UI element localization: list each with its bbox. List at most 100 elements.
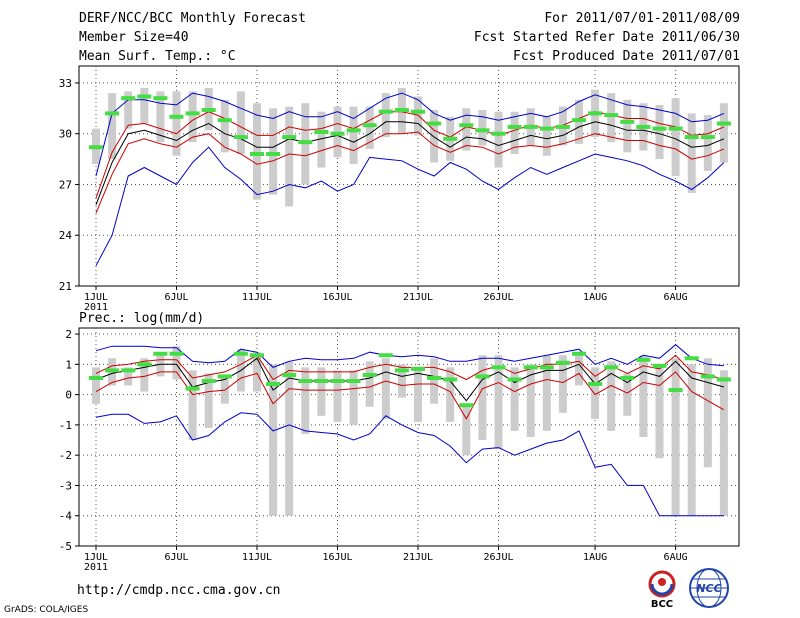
temp-marker (459, 123, 474, 128)
precip-marker (330, 378, 345, 383)
precip-box (607, 361, 616, 431)
precip-marker (539, 365, 554, 370)
temp-marker (153, 96, 168, 101)
precip-marker (427, 375, 442, 380)
precip-marker (475, 374, 490, 379)
precip-box (703, 358, 712, 468)
bcc-logo-text: BCC (651, 599, 673, 609)
temp-box (510, 111, 519, 154)
precip-xtick-label: 6AUG (664, 552, 688, 563)
precip-marker (233, 351, 248, 356)
temp-box (687, 113, 696, 193)
temp-box (478, 110, 487, 146)
precip-marker (217, 374, 232, 379)
precip-marker (652, 363, 667, 368)
precip-xtick-label: 1JUL (84, 552, 108, 563)
temp-marker (266, 152, 281, 156)
precip-marker (137, 362, 152, 367)
temp-marker (443, 136, 458, 141)
temp-marker (668, 126, 683, 131)
temp-ytick-label: 27 (59, 178, 72, 191)
precip-marker (266, 382, 281, 387)
precip-box (365, 361, 374, 407)
header-member-size: Member Size=40 (79, 30, 189, 45)
precip-box (253, 352, 261, 392)
temp-marker (427, 121, 442, 126)
temp-xtick-label: 6JUL (164, 292, 188, 303)
temp-xtick-label: 16JUL (322, 292, 352, 303)
temp-ytick-label: 21 (59, 280, 72, 293)
precip-box (269, 364, 278, 516)
precip-box (719, 370, 728, 516)
temp-box (269, 108, 278, 195)
temp-marker (330, 131, 345, 136)
precip-marker (507, 377, 522, 382)
temp-box (236, 91, 245, 154)
temp-box (607, 93, 616, 143)
temp-marker (233, 135, 248, 140)
temp-marker (185, 111, 200, 116)
temp-marker (684, 135, 699, 140)
precip-box (494, 355, 503, 450)
precip-xtick-year: 2011 (84, 562, 108, 573)
temp-box (462, 108, 471, 151)
precip-marker (700, 374, 715, 379)
precip-marker (523, 365, 538, 370)
temp-xtick-label: 26JUL (483, 292, 513, 303)
precip-box (478, 355, 487, 441)
precip-marker (169, 351, 184, 356)
temp-box (671, 98, 680, 176)
temp-marker (716, 121, 731, 126)
precip-marker (250, 353, 264, 358)
temp-marker (394, 108, 409, 112)
temp-box (349, 106, 358, 165)
temp-xtick-label: 11JUL (242, 292, 272, 303)
temp-marker (604, 113, 619, 118)
temp-box (156, 91, 165, 143)
temp-marker (491, 131, 506, 136)
precip-marker (572, 351, 586, 356)
temp-box (172, 91, 181, 156)
precip-box (317, 367, 326, 416)
precip-box (639, 355, 648, 437)
precip-frame (78, 327, 740, 547)
precip-ytick-label: 2 (65, 328, 72, 341)
precip-marker (555, 360, 570, 365)
temp-box (414, 96, 422, 136)
source-url[interactable]: http://cmdp.ncc.cma.gov.cn (77, 583, 281, 598)
precip-xtick-label: 21JUL (403, 552, 433, 563)
precip-series-mean (95, 357, 725, 402)
precip-box (687, 364, 696, 516)
temp-marker (121, 96, 136, 101)
precip-marker (411, 366, 425, 371)
temp-marker (588, 111, 603, 116)
temp-frame (78, 65, 740, 287)
temp-marker (201, 108, 216, 112)
temp-series-lower (95, 131, 725, 214)
precip-box (575, 352, 583, 386)
temp-marker (298, 140, 313, 145)
ncc-logo-text: NCC (696, 582, 721, 595)
temp-marker (572, 118, 586, 123)
temp-series-mean (95, 121, 725, 205)
precip-marker (89, 375, 103, 380)
precip-marker (362, 372, 377, 377)
precip-ytick-label: 0 (65, 389, 72, 402)
bcc-logo: BCC (640, 567, 684, 609)
precip-marker (588, 382, 603, 387)
header-produced-date: Fcst Produced Date 2011/07/01 (513, 49, 740, 64)
precip-box (591, 367, 600, 419)
precip-xtick-label: 26JUL (483, 552, 513, 563)
temp-xtick-year: 2011 (84, 302, 108, 313)
precip-box (558, 355, 567, 413)
header-forecast-period: For 2011/07/01-2011/08/09 (544, 11, 740, 26)
temp-series-upper (95, 111, 725, 199)
precip-series-upper (95, 354, 725, 381)
precip-box (462, 403, 471, 456)
temp-box (623, 99, 632, 153)
precip-marker (636, 357, 651, 362)
temp-marker (169, 114, 184, 119)
precip-marker (378, 353, 393, 358)
